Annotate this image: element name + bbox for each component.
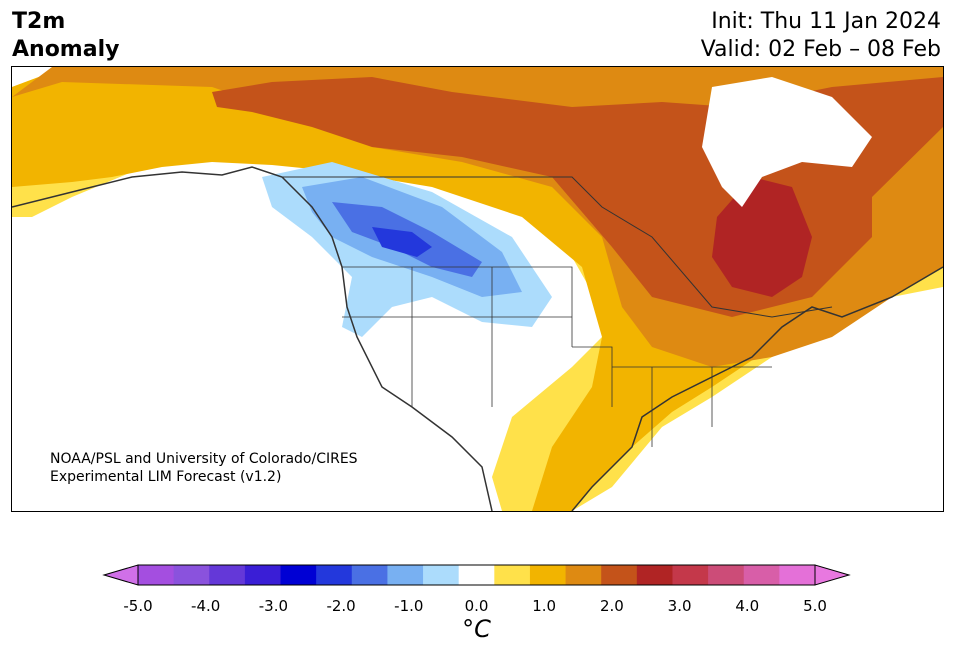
title-line-2: Anomaly	[12, 37, 120, 62]
colorbar-bin	[458, 565, 495, 585]
hudson-bay	[702, 77, 872, 207]
colorbar-bin	[280, 565, 317, 585]
colorbar-bin	[636, 565, 673, 585]
colorbar-tick-label: 4.0	[735, 597, 760, 615]
colorbar-tick-label: 1.0	[532, 597, 557, 615]
colorbar-bin	[779, 565, 816, 585]
colorbar-bin	[494, 565, 531, 585]
colorbar-bin	[601, 565, 638, 585]
map-canvas	[12, 67, 943, 511]
colorbar-bin	[529, 565, 567, 585]
colorbar-tick-label: 3.0	[667, 597, 692, 615]
colorbar-tick-label: 0.0	[464, 597, 489, 615]
colorbar-bin	[244, 565, 282, 585]
colorbar-extend-low	[102, 564, 139, 586]
colorbar-frame	[137, 564, 816, 586]
colorbar	[102, 564, 851, 586]
colorbar-bin	[351, 565, 388, 585]
forecast-dates: Init: Thu 11 Jan 2024 Valid: 02 Feb – 08…	[701, 8, 941, 64]
anomaly-map: NOAA/PSL and University of Colorado/CIRE…	[11, 66, 944, 512]
canada-us-border	[282, 176, 833, 318]
colorbar-tick-label: -5.0	[123, 597, 153, 615]
colorbar-tick-label: -2.0	[326, 597, 356, 615]
colorbar-bin	[316, 565, 353, 585]
anomaly-core	[712, 177, 812, 297]
colorbar-tick-label: -1.0	[394, 597, 424, 615]
credit-text: NOAA/PSL and University of Colorado/CIRE…	[50, 450, 358, 486]
colorbar-tick-label: 2.0	[599, 597, 624, 615]
colorbar-tick-label: 5.0	[803, 597, 827, 615]
title-line-1: T2m	[12, 9, 66, 34]
colorbar-bins	[138, 565, 816, 585]
map-title: T2m Anomaly	[12, 8, 119, 64]
colorbar-bin	[138, 565, 175, 585]
colorbar-extend-high	[814, 564, 851, 586]
colorbar-tick-label: -4.0	[191, 597, 221, 615]
init-date: Init: Thu 11 Jan 2024	[711, 9, 941, 34]
state-borders	[342, 266, 772, 447]
colorbar-bin	[565, 565, 602, 585]
cold-band-4	[372, 227, 432, 257]
colorbar-bin	[423, 565, 460, 585]
colorbar-bin	[672, 565, 709, 585]
colorbar-bin	[387, 565, 424, 585]
credit-line-2: Experimental LIM Forecast (v1.2)	[50, 469, 282, 485]
colorbar-bin	[743, 565, 780, 585]
credit-line-1: NOAA/PSL and University of Colorado/CIRE…	[50, 451, 358, 467]
colorbar-bin	[708, 565, 745, 585]
colorbar-tick-label: -3.0	[258, 597, 289, 615]
valid-range: Valid: 02 Feb – 08 Feb	[700, 37, 941, 62]
colorbar-unit: °C	[462, 615, 491, 643]
colorbar-bin	[173, 565, 210, 585]
colorbar-bin	[209, 565, 246, 585]
